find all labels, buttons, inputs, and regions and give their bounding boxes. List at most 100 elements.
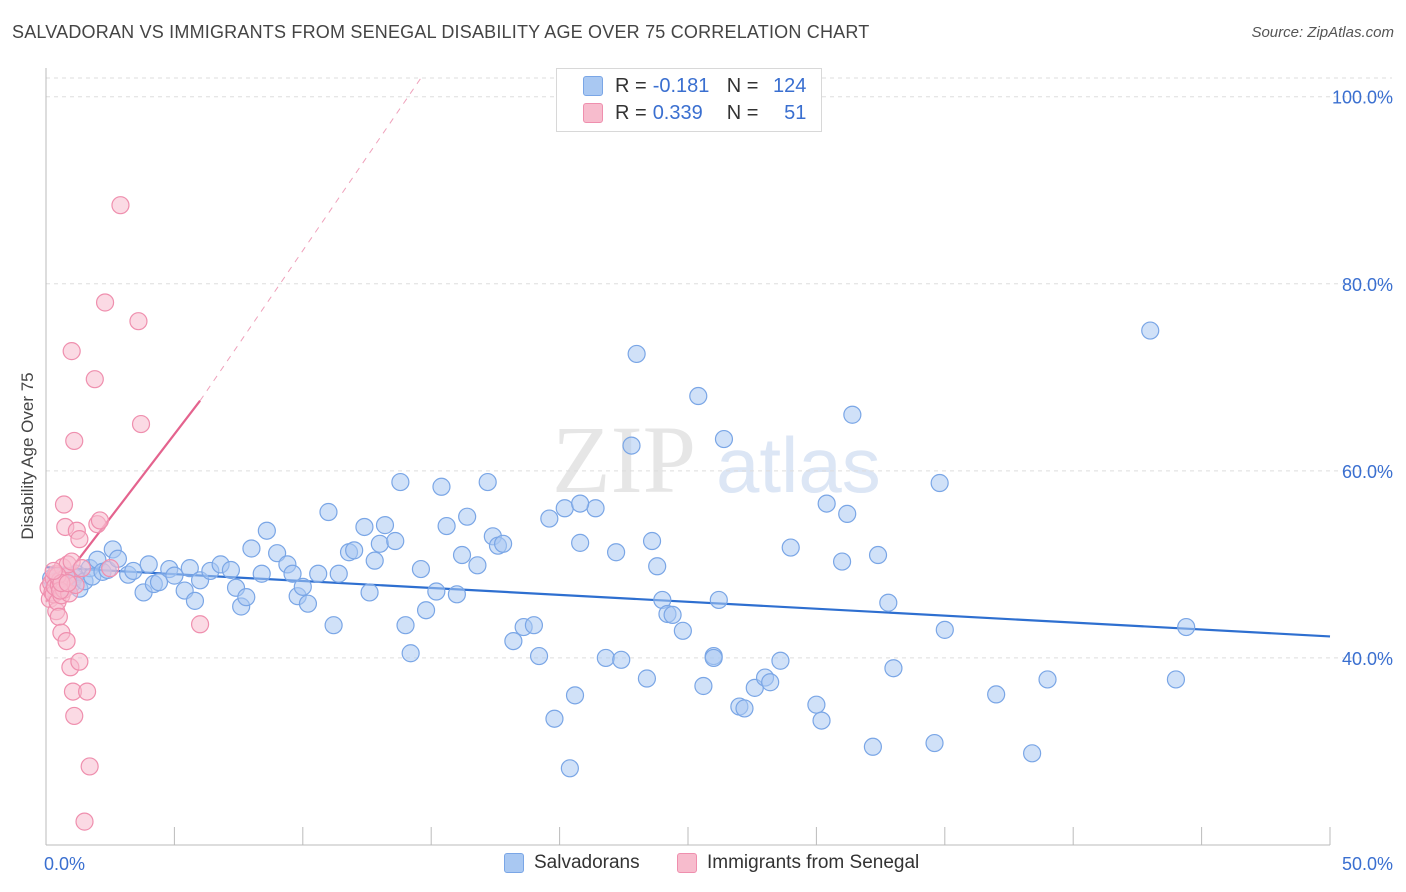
correlation-row-blue: R = -0.181 N = 124 xyxy=(557,73,806,99)
salvadoran-point xyxy=(868,545,888,565)
salvadoran-point xyxy=(468,556,487,575)
n-label: N = xyxy=(726,74,759,97)
salvadoran-point xyxy=(714,429,734,449)
salvadoran-point xyxy=(391,472,410,492)
salvadoran-point xyxy=(355,517,374,537)
salvadoran-point xyxy=(1177,617,1196,637)
salvadoran-point xyxy=(1141,321,1160,340)
salvadoran-point xyxy=(863,737,882,756)
salvadoran-point xyxy=(987,685,1006,704)
legend: Salvadorans Immigrants from Senegal xyxy=(0,850,1406,880)
senegal-point xyxy=(58,573,77,593)
y-tick-label: 60.0% xyxy=(1342,462,1393,482)
senegal-point xyxy=(49,607,68,626)
trend-lines xyxy=(45,77,1331,638)
correlation-row-pink: R = 0.339 N = 51 xyxy=(557,100,806,126)
salvadoran-point xyxy=(447,585,466,604)
salvadoran-point xyxy=(478,472,497,492)
senegal-point xyxy=(90,511,110,530)
salvadoran-point xyxy=(298,594,318,613)
salvadoran-point xyxy=(458,507,477,526)
source-label: Source: ZipAtlas.com xyxy=(1251,24,1394,41)
y-tick-label: 100.0% xyxy=(1332,88,1393,108)
salvadoran-point xyxy=(283,564,302,583)
senegal-point xyxy=(80,757,99,776)
senegal-point xyxy=(77,682,97,701)
senegal-point xyxy=(75,812,94,831)
salvadoran-point xyxy=(165,566,184,585)
salvadoran-point xyxy=(642,531,662,551)
salvadoran-point xyxy=(257,521,276,540)
senegal-point xyxy=(85,370,104,389)
salvadoran-point xyxy=(309,564,328,583)
salvadoran-point xyxy=(401,644,420,663)
salvadoran-point xyxy=(694,676,713,696)
salvadoran-point xyxy=(555,499,574,518)
salvadoran-point xyxy=(524,616,544,635)
senegal-point xyxy=(44,561,63,581)
r-label: R = xyxy=(615,74,647,97)
senegal-point xyxy=(111,196,130,215)
salvadoran-point xyxy=(771,651,790,670)
salvadoran-point xyxy=(375,516,395,535)
legend-item-senegal[interactable]: Immigrants from Senegal xyxy=(677,852,919,874)
salvadoran-point xyxy=(370,534,389,553)
salvadoran-point xyxy=(560,759,579,778)
salvadoran-point xyxy=(293,577,312,596)
salvadoran-point xyxy=(149,573,169,592)
pink-swatch xyxy=(583,103,603,123)
salvadoran-point xyxy=(180,559,199,578)
senegal-point xyxy=(190,615,210,634)
salvadoran-point xyxy=(1166,670,1186,689)
watermark-zip: ZIP xyxy=(552,406,696,513)
senegal-point xyxy=(62,342,81,361)
salvadoran-point xyxy=(432,477,451,496)
salvadoran-point xyxy=(1038,670,1057,689)
salvadoran-point xyxy=(879,593,898,612)
y-axis-label: Disability Age Over 75 xyxy=(18,372,37,539)
salvadoran-point xyxy=(221,560,240,580)
axes xyxy=(45,68,1331,846)
y-tick-label: 40.0% xyxy=(1342,649,1393,669)
gridlines xyxy=(46,77,1392,659)
salvadoran-point xyxy=(494,534,513,553)
n-value: 124 xyxy=(773,74,807,97)
salvadoran-point xyxy=(396,616,415,635)
salvadoran-point xyxy=(689,386,708,406)
salvadoran-point xyxy=(781,538,800,557)
senegal-point xyxy=(65,706,84,726)
salvadoran-point xyxy=(565,686,585,705)
senegal-point xyxy=(65,431,84,451)
blue-swatch xyxy=(504,853,524,873)
salvadoran-point xyxy=(596,648,615,668)
salvadoran-point xyxy=(925,733,944,753)
senegal-point xyxy=(129,312,148,331)
salvadoran-point xyxy=(324,616,343,635)
salvadoran-point xyxy=(427,582,446,601)
r-value: 0.339 xyxy=(652,101,703,124)
salvadoran-point xyxy=(606,543,626,562)
senegal-point xyxy=(70,530,89,549)
senegal-point xyxy=(57,631,76,651)
salvadoran-point xyxy=(540,509,559,528)
blue-swatch xyxy=(583,76,603,96)
salvadoran-point xyxy=(832,552,852,571)
salvadoran-point xyxy=(365,551,384,570)
salvadoran-point xyxy=(416,601,436,620)
legend-item-salvadorans[interactable]: Salvadorans xyxy=(504,852,640,874)
salvadoran-point xyxy=(571,494,590,513)
senegal-point xyxy=(72,559,92,578)
senegal-point xyxy=(95,293,115,312)
salvadoran-point xyxy=(812,711,831,730)
senegal-trend-extension xyxy=(199,77,422,401)
x-tick-label: 0.0% xyxy=(44,854,85,874)
salvadoran-point xyxy=(704,648,723,668)
legend-label: Immigrants from Senegal xyxy=(707,852,920,873)
salvadoran-point xyxy=(935,620,954,639)
salvadoran-point xyxy=(242,539,261,558)
salvadoran-point xyxy=(735,699,754,718)
salvadoran-point xyxy=(345,541,364,560)
salvadoran-point xyxy=(529,646,549,666)
watermark-atlas: atlas xyxy=(716,421,881,509)
n-label: N = xyxy=(726,101,759,124)
